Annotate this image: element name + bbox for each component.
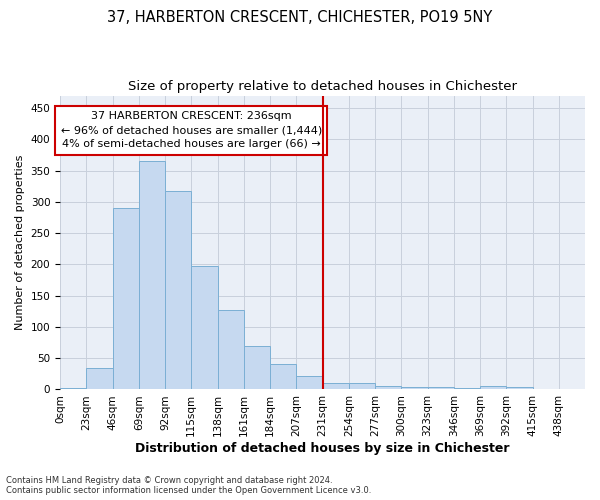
Bar <box>244 346 270 390</box>
Text: 37 HARBERTON CRESCENT: 236sqm
← 96% of detached houses are smaller (1,444)
4% of: 37 HARBERTON CRESCENT: 236sqm ← 96% of d… <box>61 111 322 149</box>
Bar <box>218 310 244 390</box>
Bar <box>191 266 218 390</box>
Bar <box>454 388 480 390</box>
Text: Contains HM Land Registry data © Crown copyright and database right 2024.
Contai: Contains HM Land Registry data © Crown c… <box>6 476 371 495</box>
X-axis label: Distribution of detached houses by size in Chichester: Distribution of detached houses by size … <box>135 442 510 455</box>
Text: 37, HARBERTON CRESCENT, CHICHESTER, PO19 5NY: 37, HARBERTON CRESCENT, CHICHESTER, PO19… <box>107 10 493 25</box>
Bar <box>480 386 506 390</box>
Bar <box>270 364 296 390</box>
Bar <box>375 386 401 390</box>
Bar <box>349 383 375 390</box>
Bar <box>296 376 323 390</box>
Bar <box>506 387 533 390</box>
Bar <box>428 387 454 390</box>
Bar <box>165 190 191 390</box>
Bar <box>113 208 139 390</box>
Bar <box>401 387 428 390</box>
Bar <box>86 368 113 390</box>
Bar <box>323 382 349 390</box>
Bar <box>60 388 86 390</box>
Y-axis label: Number of detached properties: Number of detached properties <box>15 155 25 330</box>
Bar <box>139 161 165 390</box>
Title: Size of property relative to detached houses in Chichester: Size of property relative to detached ho… <box>128 80 517 93</box>
